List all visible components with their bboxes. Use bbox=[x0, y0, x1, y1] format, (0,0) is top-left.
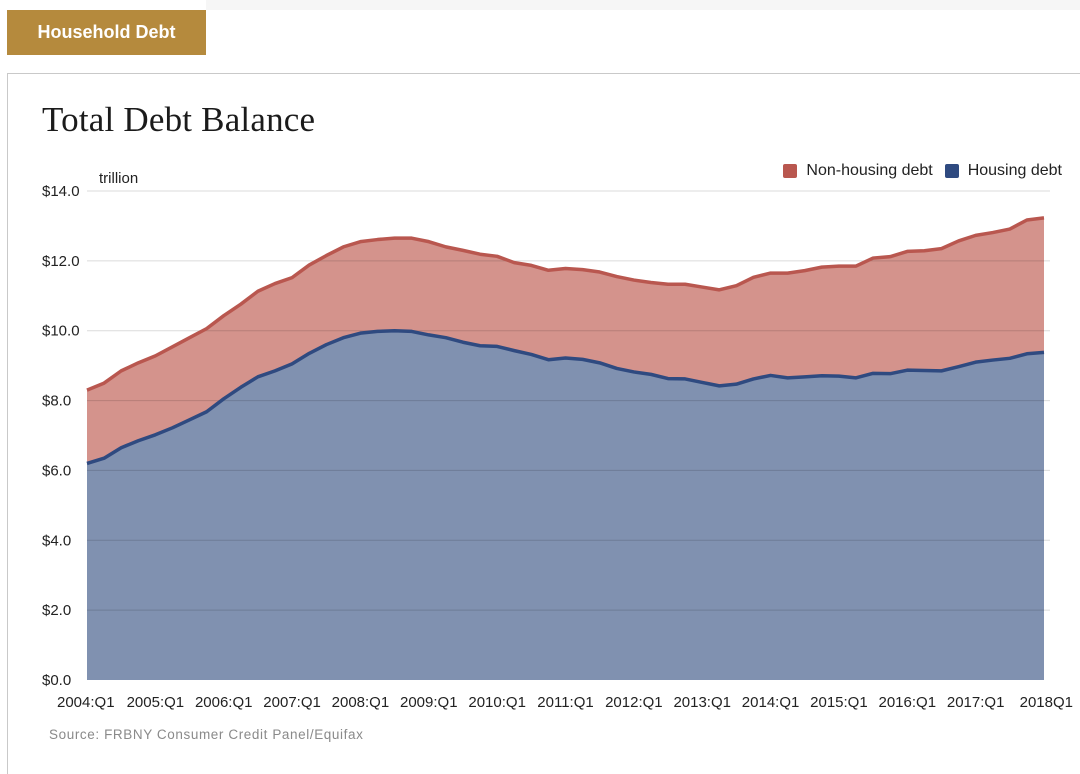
chart-title: Total Debt Balance bbox=[42, 100, 316, 139]
x-tick-label: 2016:Q1 bbox=[879, 694, 937, 711]
housing-area bbox=[87, 330, 1044, 680]
y-tick-label: $14.0 bbox=[42, 183, 80, 200]
x-tick-label: 2013:Q1 bbox=[673, 694, 731, 711]
x-tick-label: 2010:Q1 bbox=[468, 694, 526, 711]
housing-line bbox=[86, 328, 1045, 466]
legend-swatch-non-housing bbox=[783, 164, 798, 178]
chart-legend: Non-housing debt Housing debt bbox=[771, 162, 1062, 180]
x-tick-label: 2017:Q1 bbox=[947, 694, 1005, 711]
legend-swatch-housing bbox=[944, 164, 959, 178]
x-tick-label: 2005:Q1 bbox=[127, 694, 185, 711]
x-tick-label: 2008:Q1 bbox=[332, 694, 390, 711]
legend-item-non-housing[interactable]: Non-housing debt bbox=[783, 162, 933, 180]
x-tick-label: 2009:Q1 bbox=[400, 694, 458, 711]
legend-label-non-housing: Non-housing debt bbox=[806, 162, 933, 179]
y-tick-label: $0.0 bbox=[42, 672, 71, 689]
x-tick-label: 2018Q1 bbox=[1020, 694, 1073, 711]
legend-label-housing: Housing debt bbox=[967, 162, 1062, 179]
y-tick-label: $4.0 bbox=[42, 532, 71, 549]
y-tick-label: $10.0 bbox=[42, 323, 80, 340]
y-tick-label: $12.0 bbox=[42, 253, 80, 270]
y-tick-label: $8.0 bbox=[42, 393, 71, 410]
non-housing-area bbox=[87, 217, 1044, 464]
x-tick-label: 2011:Q1 bbox=[537, 694, 593, 711]
source-note: Source: FRBNY Consumer Credit Panel/Equi… bbox=[49, 727, 364, 742]
y-unit-label: trillion bbox=[99, 170, 139, 187]
x-tick-label: 2007:Q1 bbox=[263, 694, 321, 711]
header-rule bbox=[206, 0, 1080, 10]
x-tick-label: 2006:Q1 bbox=[195, 694, 253, 711]
y-tick-label: $6.0 bbox=[42, 462, 71, 479]
legend-item-housing[interactable]: Housing debt bbox=[944, 162, 1062, 180]
household-debt-tab[interactable]: Household Debt bbox=[7, 10, 206, 55]
x-tick-label: 2012:Q1 bbox=[605, 694, 663, 711]
y-tick-label: $2.0 bbox=[42, 602, 71, 619]
debt-area-chart: $0.0 $2.0 $4.0 $6.0 $8.0 $10.0 $12.0 $14.0 2004:… bbox=[42, 183, 1073, 711]
x-tick-label: 2004:Q1 bbox=[57, 694, 115, 711]
non-housing-line bbox=[86, 216, 1045, 392]
x-tick-label: 2014:Q1 bbox=[742, 694, 800, 711]
x-tick-label: 2015:Q1 bbox=[810, 694, 868, 711]
